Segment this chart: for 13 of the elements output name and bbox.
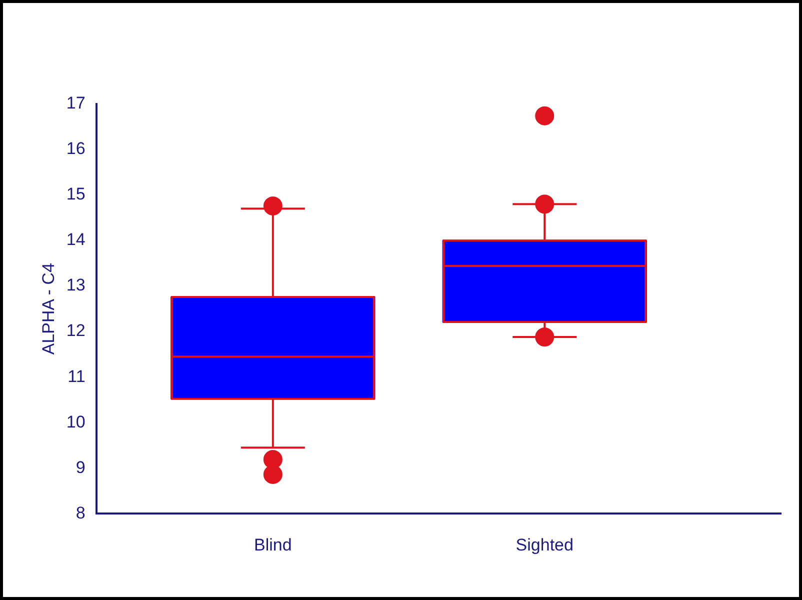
x-tick-label: Sighted [516,535,574,554]
y-axis-title: ALPHA - C4 [38,262,58,355]
y-tick-label: 9 [76,458,86,477]
x-tick-label: Blind [254,535,292,554]
y-tick-label: 15 [66,184,86,204]
y-tick-label: 11 [68,366,86,386]
y-tick-label: 12 [66,321,86,340]
y-tick-label: 10 [66,412,86,432]
y-tick-label: 17 [66,94,86,113]
y-tick-label: 14 [66,230,86,250]
y-tick-label: 8 [76,503,86,522]
y-tick-label: 13 [66,276,86,295]
y-tick-label: 16 [66,139,86,158]
